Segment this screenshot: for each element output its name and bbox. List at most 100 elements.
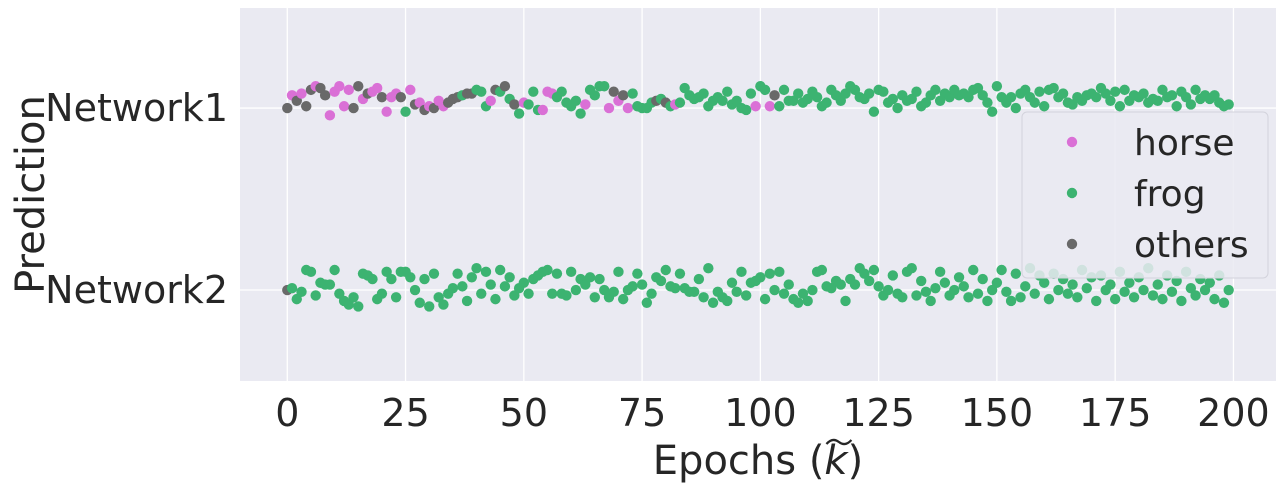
point-frog — [518, 277, 530, 288]
point-frog — [1091, 295, 1102, 307]
x-axis-label: Epochs (k) — [653, 438, 863, 484]
point-frog — [409, 284, 421, 296]
point-frog — [774, 101, 785, 112]
point-frog — [513, 108, 525, 119]
point-horse — [405, 84, 416, 96]
point-others — [509, 99, 520, 110]
legend-label-horse: horse — [1134, 123, 1235, 164]
point-frog — [740, 290, 752, 301]
y-tick-label: Network1 — [45, 86, 228, 130]
point-frog — [1005, 295, 1017, 307]
point-frog — [286, 283, 298, 294]
point-frog — [868, 264, 880, 276]
point-others — [395, 91, 407, 103]
point-frog — [504, 272, 515, 283]
point-others — [282, 102, 293, 114]
point-frog — [930, 283, 941, 294]
point-frog — [1001, 286, 1012, 298]
point-frog — [348, 292, 359, 303]
point-frog — [466, 272, 477, 283]
point-frog — [438, 299, 449, 310]
point-horse — [324, 110, 336, 121]
point-frog — [1223, 99, 1234, 110]
point-frog — [1057, 88, 1069, 99]
point-frog — [670, 283, 681, 294]
point-horse — [622, 102, 634, 114]
point-frog — [1105, 95, 1116, 106]
point-frog — [1114, 101, 1126, 112]
point-frog — [1067, 279, 1078, 290]
x-tick-label: 175 — [1079, 391, 1152, 435]
point-frog — [447, 283, 459, 294]
point-frog — [499, 281, 511, 292]
point-horse — [381, 106, 392, 117]
point-frog — [589, 90, 600, 101]
point-frog — [1091, 91, 1102, 103]
point-frog — [1128, 292, 1140, 303]
point-frog — [1010, 268, 1022, 279]
point-frog — [688, 286, 700, 298]
point-frog — [561, 290, 572, 301]
point-frog — [1147, 290, 1159, 301]
point-frog — [353, 301, 364, 312]
point-frog — [722, 86, 733, 97]
point-frog — [547, 288, 558, 299]
point-frog — [906, 262, 917, 274]
point-frog — [764, 268, 776, 279]
point-frog — [1062, 288, 1074, 299]
point-frog — [1166, 286, 1178, 298]
point-others — [608, 86, 619, 97]
point-frog — [968, 264, 979, 276]
point-frog — [660, 264, 671, 276]
point-frog — [934, 266, 946, 278]
x-tick-label: 200 — [1197, 391, 1270, 435]
point-frog — [1157, 293, 1168, 305]
point-frog — [627, 88, 638, 99]
legend-label-others: others — [1134, 225, 1249, 266]
point-frog — [1109, 293, 1121, 305]
point-frog — [1124, 277, 1135, 288]
point-frog — [1119, 84, 1130, 96]
point-frog — [722, 295, 733, 307]
point-horse — [537, 104, 548, 116]
point-frog — [1043, 293, 1055, 305]
point-horse — [603, 102, 615, 114]
point-frog — [849, 279, 861, 290]
x-axis-label-tilde — [825, 438, 853, 446]
point-frog — [1105, 279, 1116, 290]
point-frog — [636, 279, 648, 290]
point-frog — [523, 288, 534, 299]
point-frog — [674, 268, 686, 279]
point-frog — [778, 288, 790, 299]
point-frog — [1138, 88, 1149, 99]
point-horse — [580, 99, 591, 110]
point-frog — [1081, 283, 1092, 294]
point-frog — [310, 290, 321, 301]
x-axis-label-close: ) — [848, 438, 864, 484]
point-frog — [480, 266, 492, 278]
point-frog — [1053, 284, 1064, 296]
point-frog — [452, 268, 463, 279]
point-frog — [386, 273, 397, 285]
point-horse — [750, 101, 761, 112]
point-frog — [793, 297, 804, 308]
x-tick-label: 50 — [500, 391, 548, 435]
x-tick-label: 75 — [618, 391, 666, 435]
point-frog — [461, 295, 473, 307]
point-frog — [1190, 290, 1201, 301]
point-frog — [930, 84, 941, 96]
point-frog — [863, 88, 875, 99]
point-frog — [755, 272, 766, 283]
point-horse — [343, 84, 355, 96]
point-frog — [599, 81, 610, 92]
point-frog — [471, 262, 482, 274]
point-frog — [821, 97, 832, 108]
point-frog — [717, 95, 728, 106]
point-frog — [977, 273, 988, 285]
x-tick-label: 125 — [842, 391, 915, 435]
point-frog — [707, 297, 719, 308]
point-frog — [982, 295, 993, 307]
point-frog — [589, 292, 600, 303]
point-frog — [996, 264, 1007, 276]
point-frog — [769, 284, 780, 296]
